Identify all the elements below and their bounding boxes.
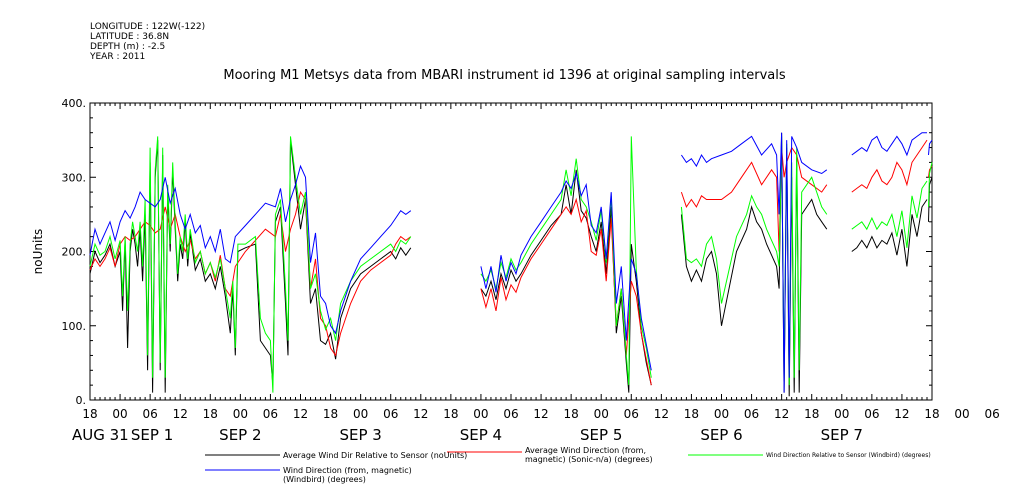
x-hour-label: 00 — [112, 407, 127, 421]
x-hour-label: 12 — [293, 407, 308, 421]
y-tick-label: 0. — [76, 394, 87, 407]
series-4-line — [851, 132, 927, 157]
x-date-label: SEP 4 — [460, 426, 502, 444]
x-hour-label: 18 — [443, 407, 458, 421]
x-hour-label: 12 — [413, 407, 428, 421]
series-3-line — [928, 162, 933, 207]
y-tick-label: 400. — [62, 97, 87, 110]
year-label: YEAR : 2011 — [90, 52, 146, 62]
series-1-line — [480, 169, 652, 393]
x-hour-label: 18 — [564, 407, 579, 421]
legend-label-series-1: Average Wind Dir Relative to Sensor (noU… — [283, 451, 468, 460]
x-hour-label: 06 — [383, 407, 398, 421]
x-date-label: AUG 31 — [72, 426, 129, 444]
series-2-line — [89, 190, 412, 357]
x-date-label: SEP 2 — [219, 426, 261, 444]
series-1-line — [851, 199, 928, 267]
y-tick-label: 300. — [62, 171, 87, 184]
x-hour-label: 00 — [473, 407, 488, 421]
x-hour-label: 06 — [624, 407, 639, 421]
x-date-label: SEP 1 — [131, 426, 173, 444]
x-hour-label: 18 — [82, 407, 97, 421]
x-hour-label: 18 — [804, 407, 819, 421]
x-date-label: SEP 7 — [821, 426, 863, 444]
x-hour-label: 18 — [323, 407, 338, 421]
legend-label-series-2: Average Wind Direction (from, magnetic) … — [525, 446, 653, 464]
series-1-line — [89, 140, 412, 393]
x-date-label: SEP 5 — [580, 426, 622, 444]
series-4-line — [480, 171, 652, 371]
series-1-line — [680, 132, 828, 397]
legend-label-series-4: Wind Direction (from, magnetic) (Windbir… — [283, 466, 412, 484]
x-hour-label: 06 — [744, 407, 759, 421]
x-hour-label: 00 — [594, 407, 609, 421]
y-tick-label: 200. — [62, 246, 87, 259]
x-hour-label: 06 — [985, 407, 1000, 421]
x-hour-label: 12 — [533, 407, 548, 421]
x-hour-label: 00 — [714, 407, 729, 421]
series-2-line — [680, 146, 828, 252]
x-hour-label: 18 — [924, 407, 939, 421]
x-hour-label: 18 — [203, 407, 218, 421]
x-date-label: SEP 3 — [339, 426, 381, 444]
longitude-label: LONGITUDE : 122W(-122) — [90, 22, 206, 32]
latitude-label: LATITUDE : 36.8N — [90, 32, 170, 42]
plot-frame — [89, 102, 933, 401]
x-hour-label: 12 — [894, 407, 909, 421]
series-3-line — [851, 180, 928, 248]
series-3-line — [89, 136, 412, 393]
series-3-line — [480, 136, 652, 386]
series-4-line — [89, 164, 412, 335]
series-4-line — [928, 139, 933, 156]
legend-label-series-3: Wind Direction Relative to Sensor (Windb… — [766, 452, 931, 459]
x-hour-label: 00 — [353, 407, 368, 421]
chart-title: Mooring M1 Metsys data from MBARI instru… — [223, 68, 786, 83]
x-hour-label: 00 — [954, 407, 969, 421]
x-date-label: SEP 6 — [700, 426, 742, 444]
x-hour-label: 06 — [143, 407, 158, 421]
series-4-line — [680, 132, 828, 393]
x-hour-label: 00 — [834, 407, 849, 421]
y-axis-label: noUnits — [31, 229, 45, 275]
x-hour-label: 18 — [684, 407, 699, 421]
x-hour-label: 12 — [173, 407, 188, 421]
series-2-line — [851, 139, 928, 193]
depth-label: DEPTH (m) : -2.5 — [90, 42, 166, 52]
x-hour-label: 06 — [503, 407, 518, 421]
x-hour-label: 12 — [774, 407, 789, 421]
x-hour-label: 00 — [233, 407, 248, 421]
x-hour-label: 12 — [654, 407, 669, 421]
y-tick-label: 100. — [62, 320, 87, 333]
x-hour-label: 06 — [864, 407, 879, 421]
series-3-line — [680, 136, 828, 386]
x-hour-label: 06 — [263, 407, 278, 421]
